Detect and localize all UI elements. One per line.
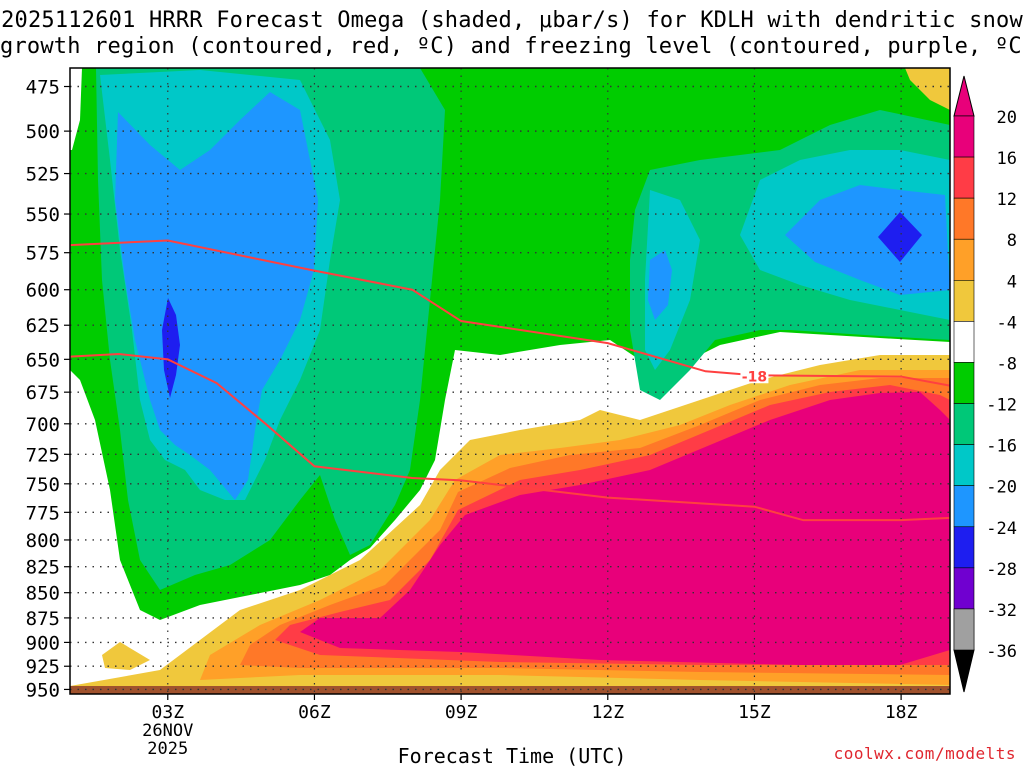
colorbar-label: -20	[986, 478, 1017, 498]
y-tick-label: 750	[26, 474, 60, 496]
omega-region-plus20	[300, 392, 950, 665]
x-axis-label: Forecast Time (UTC)	[397, 744, 627, 768]
colorbar: 20 16 12 8 4 -4 -8 -12 -16 -20 -24 -28 -32 -36	[953, 75, 1017, 693]
x-tick-label: 12Z	[592, 702, 625, 723]
contour-line-1	[70, 352, 950, 522]
x-tick-label: 03Z	[152, 702, 185, 723]
colorbar-label: -8	[997, 354, 1017, 374]
date-label-year: 2025	[147, 739, 188, 759]
colorbar-top-triangle	[953, 75, 975, 117]
colorbar-segment	[953, 362, 975, 404]
dendritic-contours: -18	[70, 239, 950, 522]
colorbar-segment	[953, 115, 975, 158]
date-label-day: 26NOV	[142, 721, 193, 741]
y-tick-label: 575	[26, 243, 60, 265]
y-tick-label: 875	[26, 608, 60, 630]
colorbar-segment	[953, 567, 975, 610]
chart-title-line2: growth region (contoured, red, ºC) and f…	[0, 34, 1024, 59]
omega-region-minus24-east	[878, 212, 922, 262]
y-tick-label: 625	[26, 315, 60, 337]
omega-region-minus20	[115, 92, 318, 500]
y-tick-label: 925	[26, 656, 60, 678]
colorbar-bottom-triangle	[953, 649, 975, 693]
chart-title-line1: 2025112601 HRRR Forecast Omega (shaded, …	[1, 8, 1023, 33]
y-tick-label: 775	[26, 502, 60, 524]
y-tick-label: 900	[26, 632, 60, 654]
colorbar-segment	[953, 444, 975, 486]
contour-label-bg	[740, 367, 769, 384]
colorbar-label: -24	[986, 519, 1017, 539]
colorbar-label: 8	[1007, 231, 1017, 251]
colorbar-label: -4	[997, 313, 1017, 333]
omega-region-minus16-east	[645, 190, 700, 370]
colorbar-segment	[953, 238, 975, 281]
omega-region-plus4-west	[102, 642, 150, 670]
y-tick-label: 825	[26, 557, 60, 579]
y-tick-label: 500	[26, 121, 60, 143]
y-tick-label: 600	[26, 280, 60, 302]
colorbar-label: -28	[986, 560, 1017, 580]
plot-frame	[69, 67, 951, 695]
colorbar-label: 12	[997, 190, 1017, 210]
colorbar-label: 4	[1007, 272, 1017, 292]
x-tick-label: 15Z	[738, 702, 771, 723]
colorbar-label: 16	[997, 149, 1017, 169]
colorbar-segment	[953, 403, 975, 445]
credit-link[interactable]: coolwx.com/modelts	[833, 744, 1016, 763]
x-tick-label: 18Z	[885, 702, 918, 723]
colorbar-segment	[953, 197, 975, 240]
omega-shading: -18	[70, 68, 950, 694]
y-tick-label: 650	[26, 349, 60, 371]
omega-region-minus24	[162, 298, 180, 398]
x-tick-label: 06Z	[298, 702, 331, 723]
y-tick-label: 475	[26, 77, 60, 99]
contour-label: -18	[742, 369, 767, 385]
ground-surface	[70, 686, 950, 694]
x-tick-label: 09Z	[445, 702, 478, 723]
omega-gap	[70, 68, 82, 150]
y-tick-label: 950	[26, 679, 60, 701]
omega-region-minus20-small	[648, 250, 672, 320]
colorbar-segment	[953, 280, 975, 322]
omega-region-plus4-top	[905, 68, 950, 110]
colorbar-label: -16	[986, 437, 1017, 457]
colorbar-segment	[953, 156, 975, 199]
contour-line-0	[70, 239, 950, 387]
y-tick-label: 700	[26, 414, 60, 436]
y-tick-label: 850	[26, 583, 60, 605]
y-tick-label: 525	[26, 164, 60, 186]
colorbar-segment	[953, 526, 975, 569]
y-tick-label: 725	[26, 444, 60, 466]
colorbar-segment	[953, 321, 975, 363]
colorbar-segment	[953, 485, 975, 528]
omega-region-minus20-east	[785, 185, 950, 295]
y-tick-label: 675	[26, 382, 60, 404]
colorbar-label: -12	[986, 396, 1017, 416]
pressure-axis: 475 500 525 550 575 600 625 650 675 700 725 750 775 8…	[26, 77, 70, 701]
colorbar-label: -32	[986, 601, 1017, 621]
colorbar-segment	[953, 608, 975, 651]
y-tick-label: 550	[26, 204, 60, 226]
y-tick-label: 800	[26, 530, 60, 552]
colorbar-label: -36	[986, 642, 1017, 662]
colorbar-label: 20	[997, 108, 1017, 128]
